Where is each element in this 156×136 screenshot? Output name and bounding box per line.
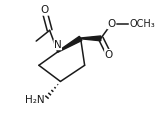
- Polygon shape: [81, 36, 101, 41]
- Text: O: O: [107, 19, 116, 29]
- Text: OCH₃: OCH₃: [129, 19, 155, 29]
- Text: N: N: [54, 40, 62, 50]
- Text: O: O: [40, 5, 48, 15]
- Text: H₂N: H₂N: [25, 95, 44, 105]
- Polygon shape: [58, 36, 82, 52]
- Text: O: O: [105, 50, 113, 60]
